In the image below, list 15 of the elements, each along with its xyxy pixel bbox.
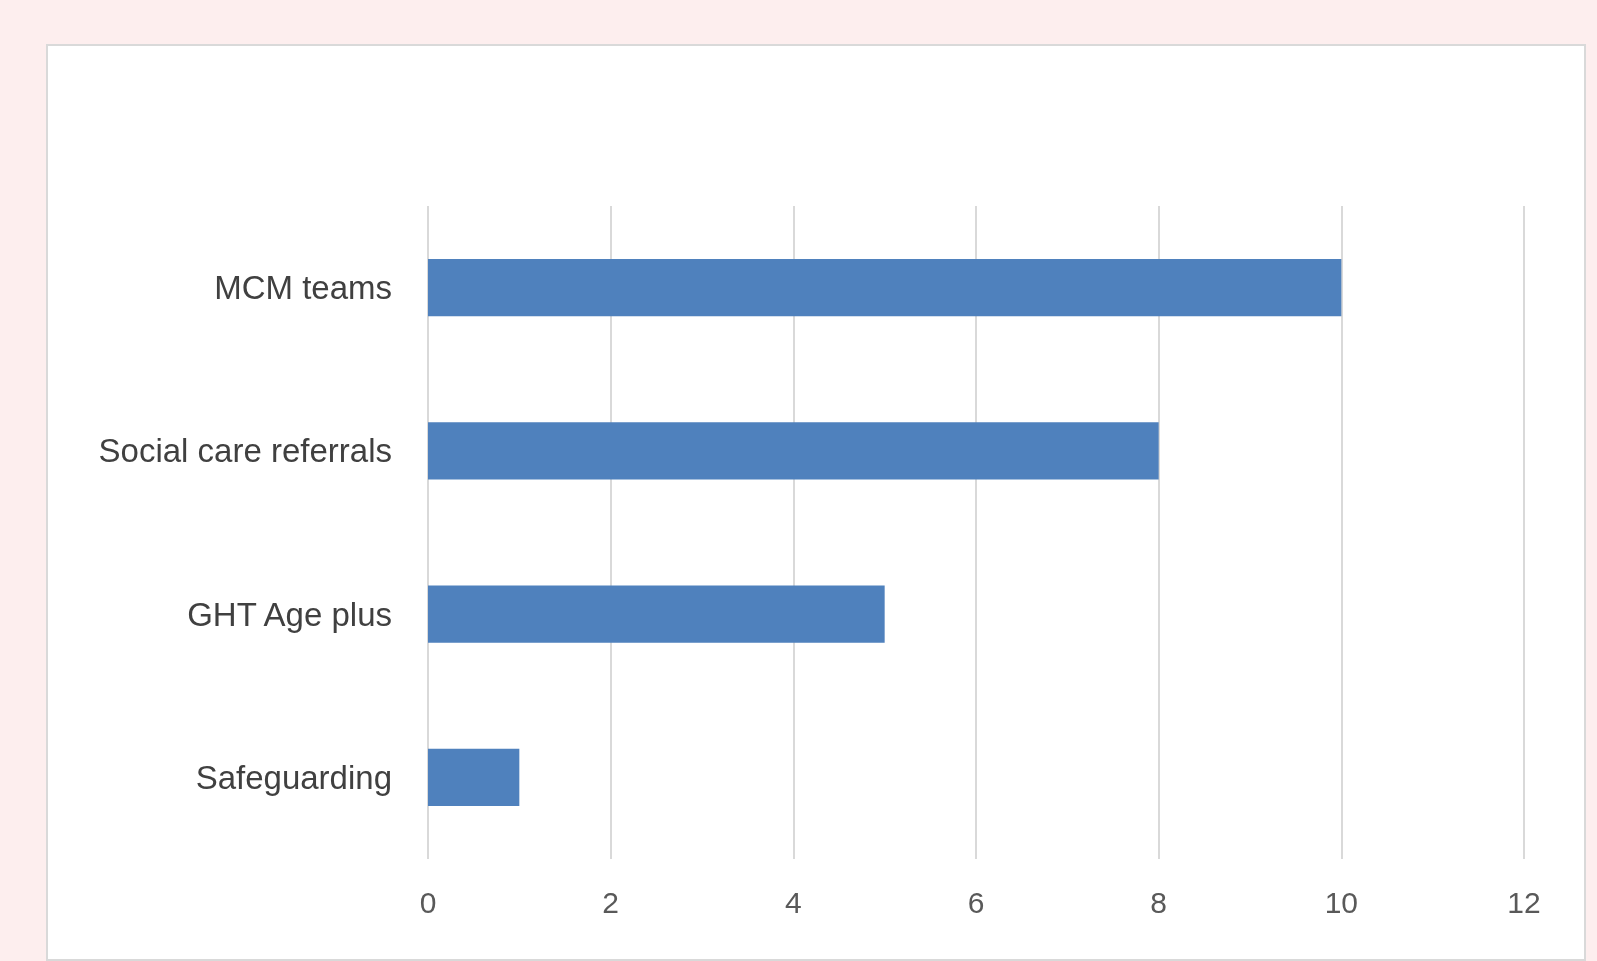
x-tick-label: 4 bbox=[784, 885, 802, 919]
x-tick-label: 2 bbox=[602, 885, 620, 919]
x-tick-label: 0 bbox=[419, 885, 437, 919]
bar bbox=[428, 748, 520, 806]
x-tick-label: 12 bbox=[1507, 885, 1541, 919]
x-tick-label: 8 bbox=[1150, 885, 1168, 919]
bar bbox=[428, 259, 1342, 317]
bar bbox=[428, 585, 885, 643]
x-tick-label: 6 bbox=[967, 885, 985, 919]
y-tick-label: GHT Age plus bbox=[187, 595, 392, 633]
bar bbox=[428, 422, 1159, 480]
x-tick-label: 10 bbox=[1324, 885, 1359, 919]
y-tick-label: Safeguarding bbox=[195, 758, 392, 796]
y-tick-label: MCM teams bbox=[214, 269, 392, 307]
y-tick-label: Social care referrals bbox=[98, 432, 392, 470]
